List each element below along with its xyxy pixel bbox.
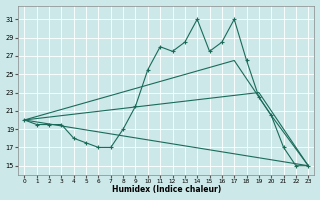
X-axis label: Humidex (Indice chaleur): Humidex (Indice chaleur) [112,185,221,194]
